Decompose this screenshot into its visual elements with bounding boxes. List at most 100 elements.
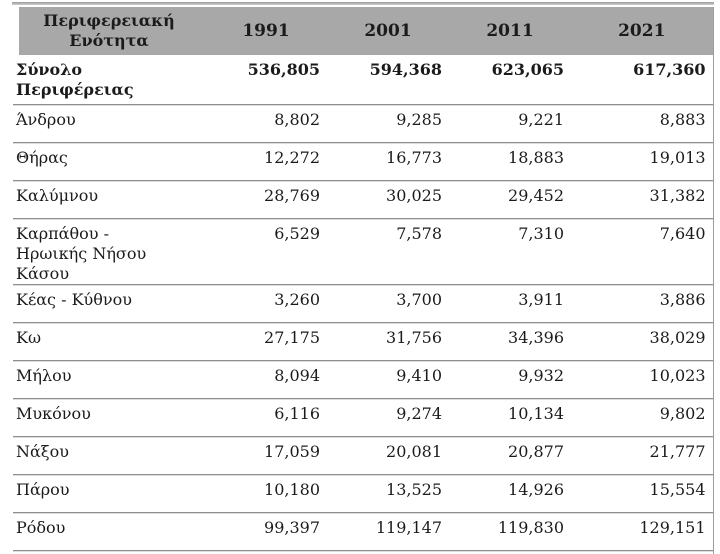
total-value: 594,368 [369,60,442,79]
cell-value: 9,410 [327,360,449,399]
cell-value: 20,791 [571,550,714,554]
table-row: Νάξου 17,059 20,081 20,877 21,777 [13,436,714,475]
table-top-border [12,2,714,5]
cell-value: 31,382 [571,180,714,219]
row-label: Μυκόνου [16,404,91,423]
cell-value: 34,396 [449,322,571,361]
cell-value: 27,175 [205,322,327,361]
cell-value: 16,773 [327,142,449,181]
population-table: Περιφερειακή Ενότητα 1991 2001 2011 2021 Σύ… [13,7,714,554]
cell-value: 119,147 [327,512,449,551]
cell-value: 19,783 [205,550,327,554]
row-label-cell: Καλύμνου [13,180,205,219]
cell-value: 119,830 [449,512,571,551]
year-header: 2001 [327,7,449,55]
cell-value: 21,507 [449,550,571,554]
total-row: Σύνολο Περιφέρειας 536,805 594,368 623,065… [13,55,714,105]
region-column-header: Περιφερειακή Ενότητα [13,7,205,55]
table-row: Κω 27,175 31,756 34,396 38,029 [13,322,714,361]
row-label-cell: Ρόδου [13,512,205,551]
row-label: Θήρας [16,148,68,167]
cell-value: 7,310 [449,218,571,285]
table-row: Καρπάθου - Ηρωικής Νήσου Κάσου 6,529 7,578… [13,218,714,285]
table-row: Θήρας 12,272 16,773 18,883 19,013 [13,142,714,181]
cell-value: 38,029 [571,322,714,361]
year-header: 2011 [449,7,571,55]
cell-value: 9,802 [571,398,714,437]
table-body: Σύνολο Περιφέρειας 536,805 594,368 623,065… [13,55,714,554]
row-label: Καλύμνου [16,186,99,205]
table-row: Καλύμνου 28,769 30,025 29,452 31,382 [13,180,714,219]
cell-value: 8,883 [571,104,714,143]
year-header: 1991 [205,7,327,55]
table-row: Κέας - Κύθνου 3,260 3,700 3,911 3,886 [13,284,714,323]
cell-value: 8,094 [205,360,327,399]
row-label-cell: Μήλου [13,360,205,399]
cell-value: 14,926 [449,474,571,513]
row-label: Κω [16,328,41,347]
cell-value: 28,769 [205,180,327,219]
row-label-cell: Θήρας [13,142,205,181]
cell-value: 9,932 [449,360,571,399]
row-label-cell: Κω [13,322,205,361]
row-label: Άνδρου [16,110,76,129]
total-value: 536,805 [247,60,320,79]
row-label: Κέας - Κύθνου [16,290,132,309]
row-label-cell: Κέας - Κύθνου [13,284,205,323]
total-row-label: Σύνολο Περιφέρειας [16,60,134,99]
row-label-cell: Άνδρου [13,104,205,143]
cell-value: 18,883 [449,142,571,181]
cell-value: 19,013 [571,142,714,181]
table-row: Μυκόνου 6,116 9,274 10,134 9,802 [13,398,714,437]
table-row: Σύρου19,78319,79321,50720,791 [13,550,714,554]
row-label: Ρόδου [16,518,66,537]
cell-value: 3,260 [205,284,327,323]
cell-value: 12,272 [205,142,327,181]
cell-value: 3,700 [327,284,449,323]
cell-value: 3,886 [571,284,714,323]
row-label-cell: Καρπάθου - Ηρωικής Νήσου Κάσου [13,218,205,285]
cell-value: 31,756 [327,322,449,361]
cell-value: 10,180 [205,474,327,513]
row-label: Νάξου [16,442,69,461]
cell-value: 6,529 [205,218,327,285]
cell-value: 19,793 [327,550,449,554]
cell-value: 6,116 [205,398,327,437]
row-label: Μήλου [16,366,72,385]
total-value: 623,065 [491,60,564,79]
row-label-cell: Νάξου [13,436,205,475]
cell-value: 7,640 [571,218,714,285]
row-label: Πάρου [16,480,70,499]
cell-value: 20,081 [327,436,449,475]
cell-value: 30,025 [327,180,449,219]
row-label-cell: Μυκόνου [13,398,205,437]
cell-value: 15,554 [571,474,714,513]
cell-value: 3,911 [449,284,571,323]
table-header-row: Περιφερειακή Ενότητα 1991 2001 2011 2021 [13,7,714,55]
total-value: 617,360 [571,55,714,105]
region-column-header-label: Περιφερειακή Ενότητα [43,11,175,50]
year-header: 2021 [571,7,714,55]
cell-value: 10,134 [449,398,571,437]
cell-value: 21,777 [571,436,714,475]
row-label-cell: Πάρου [13,474,205,513]
table-row: Άνδρου 8,802 9,285 9,221 8,883 [13,104,714,143]
row-label-cell: Σύρου [13,550,205,554]
table-row: Ρόδου 99,397 119,147 119,830 129,151 [13,512,714,551]
row-label: Καρπάθου - Ηρωικής Νήσου Κάσου [16,224,147,283]
cell-value: 9,285 [327,104,449,143]
cell-value: 9,274 [327,398,449,437]
cell-value: 7,578 [327,218,449,285]
table-row: Πάρου 10,180 13,525 14,926 15,554 [13,474,714,513]
cell-value: 13,525 [327,474,449,513]
total-row-label-cell: Σύνολο Περιφέρειας [13,55,205,105]
cell-value: 99,397 [205,512,327,551]
cell-value: 29,452 [449,180,571,219]
cell-value: 8,802 [205,104,327,143]
cell-value: 10,023 [571,360,714,399]
table-row: Μήλου 8,094 9,410 9,932 10,023 [13,360,714,399]
cell-value: 17,059 [205,436,327,475]
cell-value: 20,877 [449,436,571,475]
cell-value: 9,221 [449,104,571,143]
